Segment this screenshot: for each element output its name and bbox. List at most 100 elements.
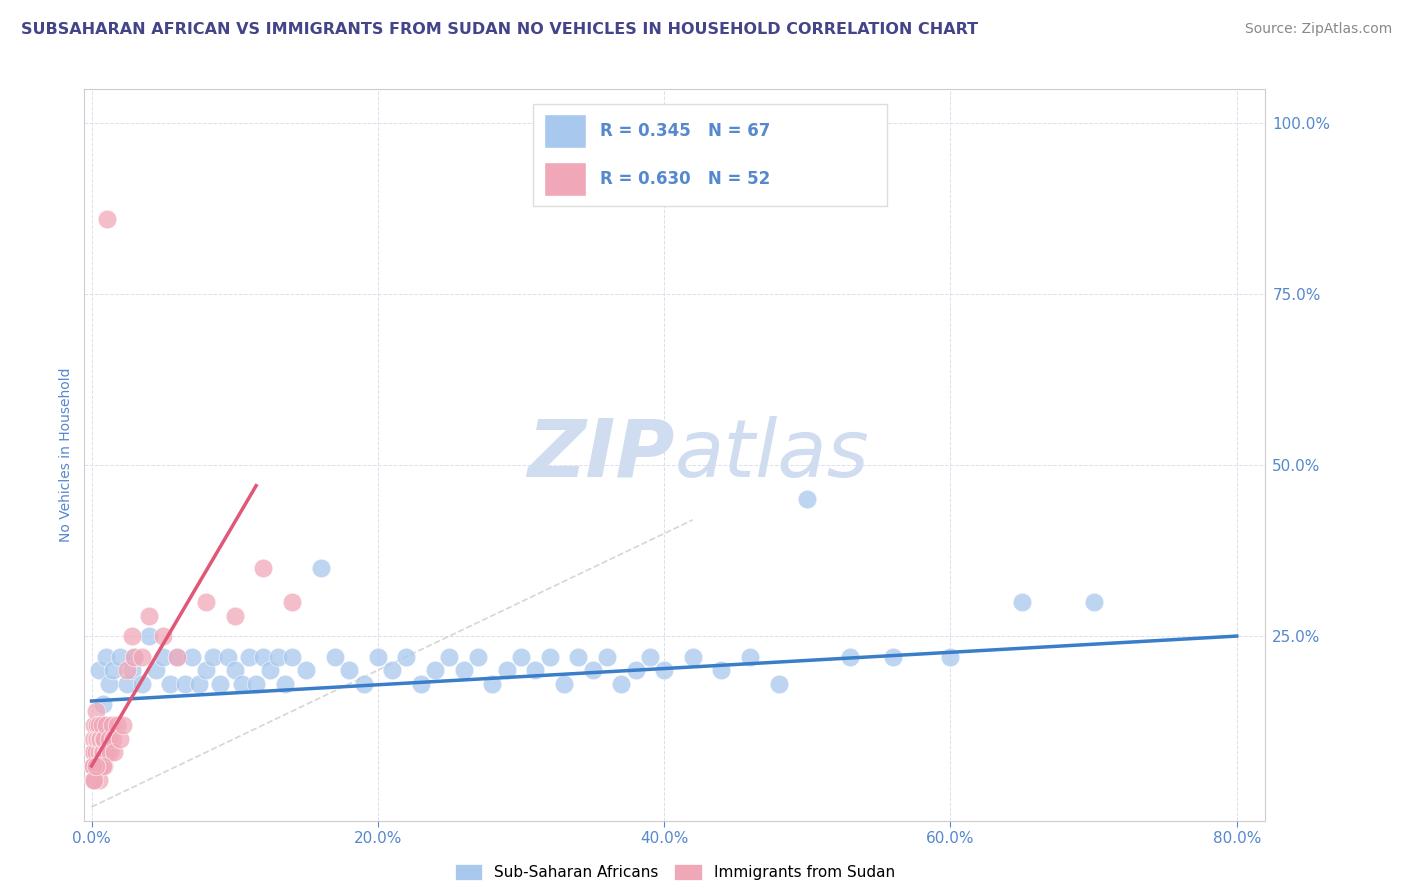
Point [103,745,125,759]
Point [121,629,143,643]
Point [238,649,260,664]
Point [86,718,108,732]
Point [581,663,603,677]
Point [124,649,146,664]
Point [409,677,432,691]
Point [101,663,124,677]
Point [209,677,232,691]
Point [89,759,111,773]
Text: ZIP: ZIP [527,416,675,494]
Point [166,649,188,664]
Point [96,212,118,227]
Point [281,649,304,664]
Point [180,649,202,664]
Point [610,677,633,691]
Point [224,663,246,677]
Point [108,649,131,664]
Point [295,663,318,677]
Point [83,772,105,787]
Point [124,649,146,664]
Point [381,663,404,677]
Point [245,677,267,691]
Point [100,718,122,732]
Point [101,731,124,746]
Point [91,745,114,759]
Point [159,677,181,691]
Point [259,663,281,677]
Point [309,560,332,574]
Point [97,731,120,746]
Point [84,731,107,746]
Point [105,718,128,732]
Point [195,595,218,609]
Point [84,759,107,773]
Point [83,718,105,732]
Point [652,663,675,677]
Point [82,745,104,759]
Point [495,663,517,677]
Point [252,649,274,664]
Point [82,759,104,773]
Point [138,608,160,623]
Point [82,772,104,787]
Point [94,745,117,759]
Point [638,649,661,664]
Point [87,772,110,787]
Point [353,677,375,691]
Y-axis label: No Vehicles in Household: No Vehicles in Household [59,368,73,542]
Point [1083,595,1105,609]
Point [84,745,107,759]
Point [266,649,288,664]
Point [481,677,503,691]
Legend: Sub-Saharan Africans, Immigrants from Sudan: Sub-Saharan Africans, Immigrants from Su… [449,858,901,886]
Point [224,608,246,623]
Point [131,649,153,664]
Point [82,759,104,773]
Point [624,663,647,677]
Point [87,718,110,732]
Point [839,649,862,664]
Point [796,492,818,507]
Point [91,759,114,773]
Point [596,649,619,664]
Point [84,704,107,718]
Point [939,649,962,664]
Point [145,663,167,677]
Point [83,745,105,759]
Text: atlas: atlas [675,416,870,494]
Point [195,663,218,677]
Point [83,731,105,746]
Point [87,745,110,759]
Point [738,649,761,664]
Point [367,649,389,664]
Point [89,731,111,746]
Point [91,731,114,746]
Point [91,698,114,712]
Point [93,759,115,773]
Point [90,745,112,759]
Point [510,649,533,664]
Text: SUBSAHARAN AFRICAN VS IMMIGRANTS FROM SUDAN NO VEHICLES IN HOUSEHOLD CORRELATION: SUBSAHARAN AFRICAN VS IMMIGRANTS FROM SU… [21,22,979,37]
Point [710,663,733,677]
Point [117,677,139,691]
Point [117,663,139,677]
Point [86,731,108,746]
Point [97,677,120,691]
Point [83,772,105,787]
Point [1011,595,1033,609]
Point [882,649,904,664]
Point [281,595,304,609]
Point [217,649,239,664]
Point [98,745,121,759]
Point [94,649,117,664]
Point [84,759,107,773]
Point [87,663,110,677]
Point [93,731,115,746]
Point [231,677,253,691]
Point [173,677,195,691]
Point [187,677,209,691]
Point [337,663,360,677]
Point [768,677,790,691]
Point [121,663,143,677]
Point [553,677,575,691]
